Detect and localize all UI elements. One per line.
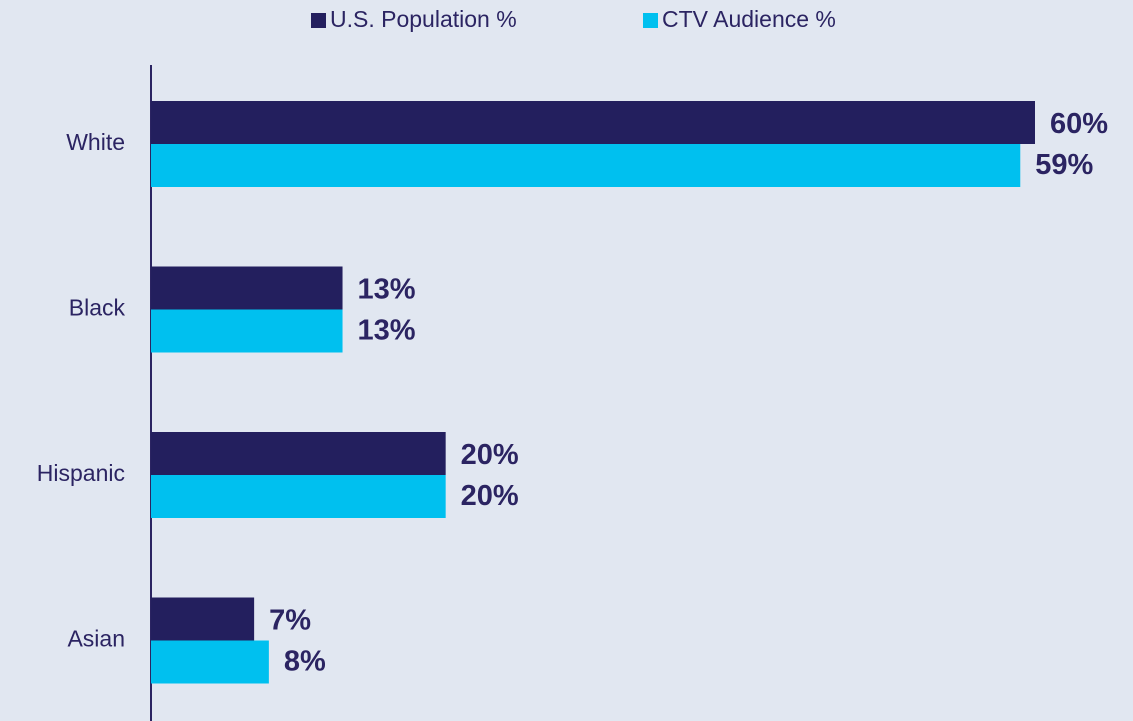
value-label: 20% — [461, 480, 519, 512]
y-tick-label: Hispanic — [37, 460, 125, 486]
value-label: 13% — [358, 315, 416, 347]
bar — [151, 640, 269, 684]
value-label: 20% — [461, 439, 519, 471]
value-label: 59% — [1035, 149, 1093, 181]
bar — [151, 432, 446, 475]
y-tick-label: Black — [69, 295, 126, 321]
value-label: 7% — [269, 605, 311, 637]
y-tick-label: White — [66, 129, 125, 155]
bar — [151, 475, 446, 518]
legend-label: U.S. Population % — [330, 6, 517, 32]
bar — [151, 101, 1035, 144]
legend-swatch — [311, 13, 326, 28]
bar — [151, 144, 1021, 187]
value-label: 60% — [1050, 108, 1108, 140]
bar — [151, 266, 343, 310]
bar — [151, 597, 255, 641]
value-label: 13% — [358, 274, 416, 306]
bar — [151, 309, 343, 353]
y-tick-label: Asian — [67, 626, 125, 652]
legend-label: CTV Audience % — [662, 6, 836, 32]
value-label: 8% — [284, 646, 326, 678]
legend-swatch — [643, 13, 658, 28]
